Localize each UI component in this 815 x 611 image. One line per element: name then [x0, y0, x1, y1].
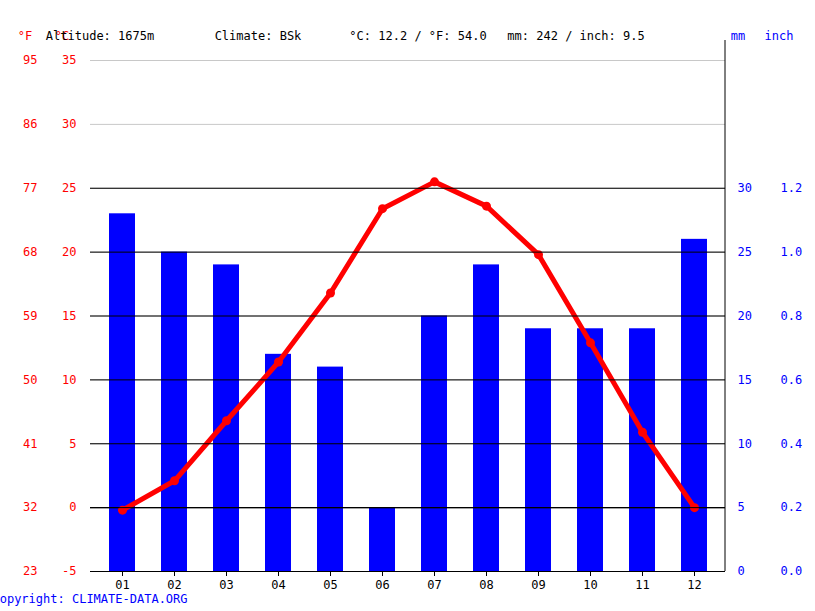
svg-text:11: 11: [635, 578, 649, 592]
svg-text:08: 08: [479, 578, 493, 592]
svg-text:95: 95: [23, 53, 37, 67]
svg-text:12: 12: [687, 578, 701, 592]
svg-text:35: 35: [62, 53, 76, 67]
svg-text:20: 20: [62, 245, 76, 259]
svg-text:05: 05: [323, 578, 337, 592]
svg-text:06: 06: [375, 578, 389, 592]
svg-text:°F: °F: [18, 29, 32, 43]
svg-text:0.8: 0.8: [781, 309, 803, 323]
svg-text:23: 23: [23, 564, 37, 578]
svg-text:-5: -5: [62, 564, 76, 578]
svg-text:0: 0: [738, 564, 745, 578]
svg-text:inch: inch: [765, 29, 794, 43]
svg-text:25: 25: [738, 245, 752, 259]
svg-text:mm: 242 / inch: 9.5: mm: 242 / inch: 9.5: [507, 29, 644, 43]
svg-text:0: 0: [69, 500, 76, 514]
svg-text:Copyright: CLIMATE-DATA.ORG: Copyright: CLIMATE-DATA.ORG: [0, 592, 188, 606]
svg-text:04: 04: [271, 578, 285, 592]
svg-text:0.2: 0.2: [781, 500, 803, 514]
svg-text:59: 59: [23, 309, 37, 323]
svg-text:01: 01: [115, 578, 129, 592]
svg-text:32: 32: [23, 500, 37, 514]
svg-text:1.2: 1.2: [781, 181, 803, 195]
svg-text:mm: mm: [731, 29, 745, 43]
svg-text:07: 07: [427, 578, 441, 592]
svg-text:30: 30: [62, 117, 76, 131]
svg-text:10: 10: [738, 437, 752, 451]
svg-text:20: 20: [738, 309, 752, 323]
svg-text:5: 5: [69, 437, 76, 451]
svg-text:0.6: 0.6: [781, 373, 803, 387]
svg-text:Altitude: 1675m: Altitude: 1675m: [46, 29, 154, 43]
svg-text:77: 77: [23, 181, 37, 195]
svg-text:41: 41: [23, 437, 37, 451]
svg-text:02: 02: [167, 578, 181, 592]
svg-text:°C: 12.2 / °F: 54.0: °C: 12.2 / °F: 54.0: [349, 29, 486, 43]
svg-text:03: 03: [219, 578, 233, 592]
svg-text:50: 50: [23, 373, 37, 387]
svg-text:1.0: 1.0: [781, 245, 803, 259]
svg-text:0.4: 0.4: [781, 437, 803, 451]
svg-text:68: 68: [23, 245, 37, 259]
svg-text:15: 15: [738, 373, 752, 387]
svg-text:0.0: 0.0: [781, 564, 803, 578]
svg-text:30: 30: [738, 181, 752, 195]
svg-text:15: 15: [62, 309, 76, 323]
svg-text:09: 09: [531, 578, 545, 592]
svg-text:Climate: BSk: Climate: BSk: [215, 29, 302, 43]
svg-text:86: 86: [23, 117, 37, 131]
svg-text:5: 5: [738, 500, 745, 514]
svg-text:10: 10: [583, 578, 597, 592]
svg-text:25: 25: [62, 181, 76, 195]
svg-text:10: 10: [62, 373, 76, 387]
